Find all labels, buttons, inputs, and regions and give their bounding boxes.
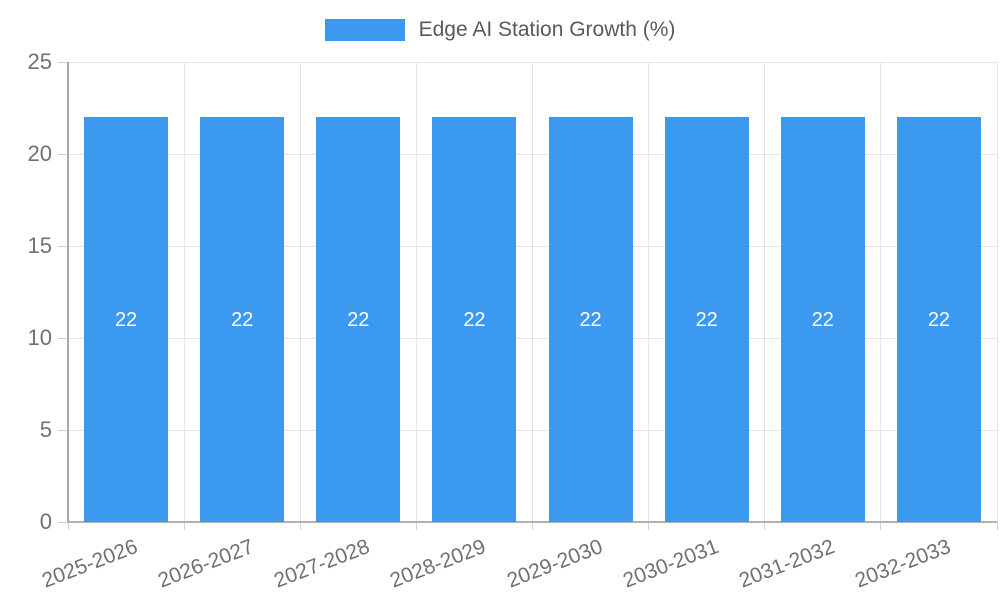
x-grid-line	[648, 62, 650, 522]
x-tick-mark	[880, 522, 882, 530]
y-tick-label: 10	[27, 325, 52, 350]
x-grid-line	[996, 62, 998, 522]
bar[interactable]	[780, 117, 865, 522]
x-tick-mark	[648, 522, 650, 530]
y-tick-mark	[58, 429, 68, 431]
x-grid-line	[880, 62, 882, 522]
x-tick-mark	[183, 522, 185, 530]
bar[interactable]	[200, 117, 285, 522]
y-tick-mark	[58, 61, 68, 63]
x-grid-line	[183, 62, 185, 522]
y-tick-label: 20	[27, 141, 52, 166]
x-tick-mark	[996, 522, 998, 530]
x-grid-line	[299, 62, 301, 522]
bar[interactable]	[432, 117, 517, 522]
x-tick-mark	[67, 522, 69, 530]
x-tick-mark	[532, 522, 533, 530]
x-grid-line	[764, 62, 766, 522]
legend-swatch	[324, 19, 405, 41]
x-tick-mark	[299, 522, 301, 530]
y-axis-line	[67, 62, 69, 522]
bar[interactable]	[664, 117, 749, 522]
y-tick-label: 25	[27, 49, 52, 74]
y-tick-label: 5	[39, 417, 52, 442]
y-tick-mark	[58, 153, 68, 155]
bar[interactable]	[548, 117, 633, 522]
bar[interactable]	[896, 117, 981, 522]
legend-label: Edge AI Station Growth (%)	[418, 18, 676, 41]
x-tick-mark	[764, 522, 766, 530]
x-grid-line	[532, 62, 533, 522]
y-tick-label: 15	[27, 233, 52, 258]
y-tick-mark	[58, 521, 68, 523]
x-axis-line	[68, 521, 997, 523]
y-tick-label: 0	[39, 509, 52, 534]
x-grid-line	[415, 62, 417, 522]
x-tick-mark	[415, 522, 417, 530]
legend-item[interactable]: Edge AI Station Growth (%)	[0, 14, 1000, 46]
y-tick-mark	[58, 245, 68, 247]
bar[interactable]	[316, 117, 401, 522]
y-tick-mark	[58, 337, 68, 339]
bar[interactable]	[84, 117, 169, 522]
